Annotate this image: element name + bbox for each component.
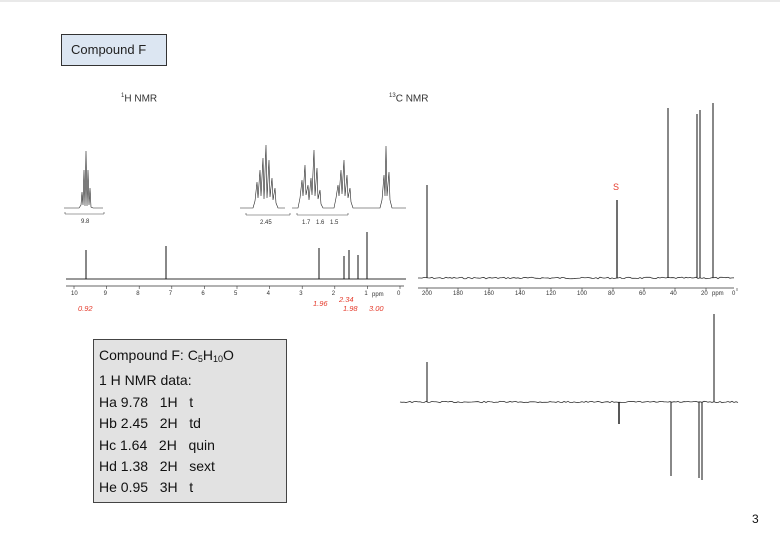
inset-scale-9.8 bbox=[64, 212, 105, 215]
inset-multiplet-2.45 bbox=[240, 144, 285, 209]
solvent-label: S bbox=[613, 182, 619, 192]
data-row: Hd 1.38 2H sext bbox=[99, 458, 215, 475]
c-nmr-axis-ticks: 200 180 160 140 120 100 80 60 40 20 0 bbox=[422, 288, 738, 297]
integration-1.98: 1.98 bbox=[343, 304, 358, 313]
inset-scale-2.45 bbox=[245, 213, 291, 216]
c-axis-tick-label: 80 bbox=[608, 291, 615, 297]
inset-scale-1.6 bbox=[296, 213, 349, 216]
h-nmr-spectrum: 10 9 8 7 6 5 4 3 2 1 0 ppm 9.8 2.45 1.7 1.6 1.5 0.… bbox=[64, 144, 406, 313]
c-axis-tick-label: 140 bbox=[515, 291, 526, 297]
h-axis-tick-label: 5 bbox=[234, 291, 238, 297]
c-nmr-title: 13C NMR bbox=[389, 93, 429, 105]
integration-2.34: 2.34 bbox=[338, 295, 354, 304]
data-subheading: 1 H NMR data: bbox=[99, 372, 192, 389]
c-axis-tick-label: 200 bbox=[422, 291, 433, 297]
c-axis-tick-label: 180 bbox=[453, 291, 464, 297]
inset-multiplet-9.8 bbox=[64, 150, 103, 209]
dept-spectrum bbox=[399, 314, 739, 480]
data-row: He 0.95 3H t bbox=[99, 479, 194, 496]
h-axis-tick-label: 6 bbox=[201, 291, 205, 297]
compound-title: Compound F bbox=[61, 34, 167, 66]
dept-baseline bbox=[399, 400, 739, 404]
c-axis-tick-label: 120 bbox=[546, 291, 557, 297]
page-number: 3 bbox=[752, 512, 759, 526]
c-nmr-ppm-label: ppm bbox=[712, 291, 724, 297]
inset-label-9.8: 9.8 bbox=[81, 219, 90, 225]
c-nmr-spectrum: 200 180 160 140 120 100 80 60 40 20 0 ppm S bbox=[417, 103, 738, 297]
h-axis-tick-label: 2 bbox=[332, 291, 336, 297]
integration-0.92: 0.92 bbox=[78, 304, 93, 313]
data-row: Hc 1.64 2H quin bbox=[99, 436, 215, 453]
c-axis-tick-label: 20 bbox=[701, 291, 708, 297]
c-axis-tick-label: 60 bbox=[639, 291, 646, 297]
c-nmr-baseline bbox=[417, 276, 735, 280]
inset-multiplet-0.9 bbox=[366, 145, 406, 209]
h-axis-tick-label: 0 bbox=[397, 291, 401, 297]
inset-label-1.6: 1.6 bbox=[316, 220, 325, 226]
inset-label-1.7: 1.7 bbox=[302, 220, 311, 226]
h-nmr-axis-ticks: 10 9 8 7 6 5 4 3 2 1 0 bbox=[71, 286, 401, 297]
h-axis-tick-label: 7 bbox=[169, 291, 173, 297]
integration-1.96: 1.96 bbox=[313, 299, 328, 308]
data-row: Ha 9.78 1H t bbox=[99, 393, 194, 410]
inset-multiplet-1.6 bbox=[292, 149, 326, 209]
h-axis-tick-label: 1 bbox=[364, 291, 368, 297]
h-axis-tick-label: 10 bbox=[71, 291, 78, 297]
c-axis-tick-label: 100 bbox=[577, 291, 588, 297]
h-axis-tick-label: 4 bbox=[267, 291, 271, 297]
inset-label-2.45: 2.45 bbox=[260, 220, 272, 226]
inset-label-1.5: 1.5 bbox=[330, 220, 339, 226]
inset-multiplet-1.5 bbox=[326, 159, 366, 209]
h-axis-tick-label: 8 bbox=[136, 291, 140, 297]
nmr-data-panel: Compound F: C5H10O 1 H NMR data: Ha 9.78… bbox=[93, 339, 287, 503]
data-heading: Compound F: C5H10O bbox=[99, 347, 234, 364]
data-row: Hb 2.45 2H td bbox=[99, 415, 201, 432]
h-axis-tick-label: 9 bbox=[104, 291, 108, 297]
integration-3.00: 3.00 bbox=[369, 304, 384, 313]
c-axis-tick-label: 40 bbox=[670, 291, 677, 297]
h-nmr-ppm-label: ppm bbox=[372, 292, 384, 298]
c-axis-tick-label: 160 bbox=[484, 291, 495, 297]
c-axis-tick-label: 0 bbox=[732, 291, 736, 297]
h-axis-tick-label: 3 bbox=[299, 291, 303, 297]
h-nmr-title: 1H NMR bbox=[121, 93, 158, 105]
top-rule bbox=[0, 0, 780, 2]
